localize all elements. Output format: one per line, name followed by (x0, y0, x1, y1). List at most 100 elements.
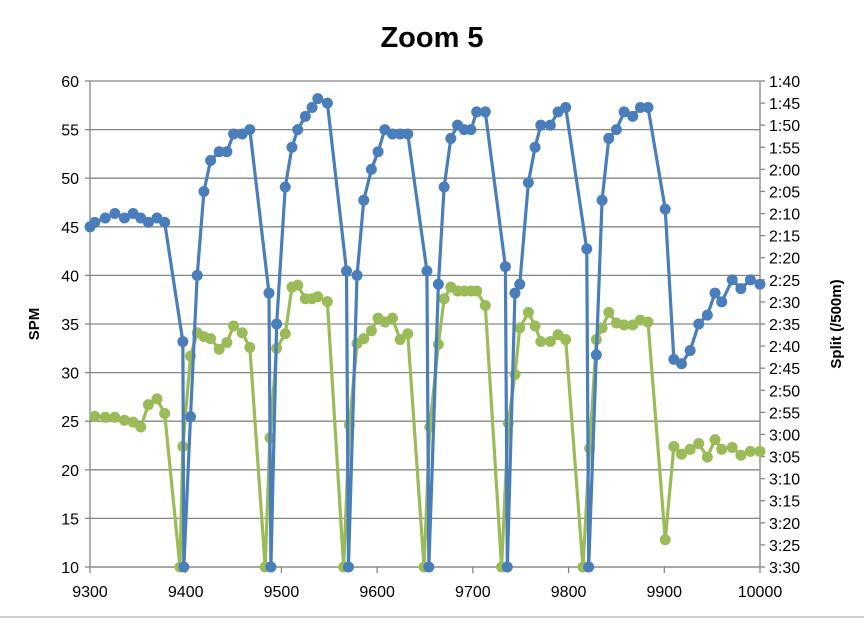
data-point-split (265, 561, 277, 573)
data-point-split (244, 124, 256, 136)
data-point-spm (394, 334, 406, 346)
data-point-spm (386, 312, 398, 324)
data-point-split (744, 274, 756, 286)
y2-tick-label: 2:45 (769, 361, 800, 378)
data-point-split (279, 181, 291, 193)
data-point-split (205, 155, 217, 167)
data-point-split (213, 146, 225, 158)
y2-tick-label: 1:50 (769, 118, 800, 135)
chart-title: Zoom 5 (380, 22, 483, 54)
data-point-split (221, 146, 233, 158)
data-point-spm (676, 448, 688, 460)
data-point-split (365, 163, 377, 175)
y-tick-label: 30 (61, 366, 79, 383)
y2-tick-label: 3:15 (769, 494, 800, 511)
y2-tick-label: 3:00 (769, 427, 800, 444)
data-point-split (684, 345, 696, 357)
data-point-split (109, 208, 121, 220)
data-point-split (191, 269, 203, 281)
y-tick-label: 40 (61, 268, 79, 285)
y2-tick-label: 2:35 (769, 317, 800, 334)
data-point-spm (151, 393, 163, 405)
y2-tick-label: 3:05 (769, 450, 800, 467)
data-point-spm (205, 333, 217, 345)
data-point-split (583, 561, 595, 573)
data-point-spm (535, 335, 547, 347)
data-point-spm (618, 319, 630, 331)
data-point-spm (726, 441, 738, 453)
data-point-split (321, 97, 333, 109)
data-point-split (178, 561, 190, 573)
data-point-spm (438, 293, 450, 305)
data-point-spm (471, 285, 483, 297)
data-point-split (299, 110, 311, 122)
y2-tick-label: 2:30 (769, 295, 800, 312)
data-point-split (709, 287, 721, 299)
series-layer (84, 93, 766, 573)
y2-tick-label: 1:40 (769, 74, 800, 91)
data-point-split (286, 141, 298, 153)
data-point-split (142, 216, 154, 228)
data-point-split (479, 106, 491, 118)
data-point-spm (716, 443, 728, 455)
y-tick-label: 45 (61, 220, 79, 237)
data-point-spm (596, 322, 608, 334)
data-point-split (659, 203, 671, 215)
data-point-spm (668, 440, 680, 452)
data-point-spm (109, 411, 121, 423)
data-point-split (292, 124, 304, 136)
data-point-spm (754, 445, 766, 457)
data-point-spm (560, 334, 572, 346)
data-point-spm (744, 445, 756, 457)
data-point-spm (642, 316, 654, 328)
data-point-split (358, 194, 370, 206)
data-point-split (118, 212, 130, 224)
data-point-spm (99, 411, 111, 423)
data-point-split (634, 102, 646, 114)
data-point-spm (701, 451, 713, 463)
data-point-spm (522, 306, 534, 318)
x-tick-label: 9700 (455, 584, 491, 601)
data-point-split (581, 243, 593, 255)
data-point-split (701, 309, 713, 321)
series-line-split (88, 97, 761, 569)
data-point-spm (603, 306, 615, 318)
x-tick-label: 10000 (738, 584, 783, 601)
data-point-split (445, 132, 457, 144)
data-point-spm (735, 449, 747, 461)
data-point-split (499, 261, 511, 273)
data-point-split (522, 177, 534, 189)
data-point-split (89, 216, 101, 228)
data-point-spm (709, 434, 721, 446)
data-point-split (596, 194, 608, 206)
x-tick-label: 9600 (359, 584, 395, 601)
data-point-split (560, 102, 572, 114)
y2-tick-label: 2:05 (769, 184, 800, 201)
y2-tick-label: 3:30 (769, 560, 800, 577)
data-point-spm (221, 336, 233, 348)
data-point-split (312, 93, 324, 105)
data-point-spm (213, 343, 225, 355)
data-point-spm (228, 320, 240, 332)
data-point-split (341, 265, 353, 277)
data-point-spm (659, 534, 671, 546)
y2-tick-label: 3:10 (769, 472, 800, 489)
data-point-spm (159, 407, 171, 419)
y2-tick-label: 3:25 (769, 538, 800, 555)
data-point-spm (544, 335, 556, 347)
y2-tick-label: 1:55 (769, 140, 800, 157)
data-point-spm (244, 341, 256, 353)
y-tick-label: 60 (61, 74, 79, 91)
y-tick-label: 55 (61, 123, 79, 140)
data-point-split (627, 110, 639, 122)
data-point-split (501, 561, 513, 573)
data-point-spm (135, 421, 147, 433)
y-tick-label: 10 (61, 560, 79, 577)
data-point-split (198, 185, 210, 197)
data-point-split (726, 274, 738, 286)
data-point-spm (142, 399, 154, 411)
y2-tick-label: 2:00 (769, 162, 800, 179)
y2-tick-label: 1:45 (769, 96, 800, 113)
data-point-split (544, 119, 556, 131)
